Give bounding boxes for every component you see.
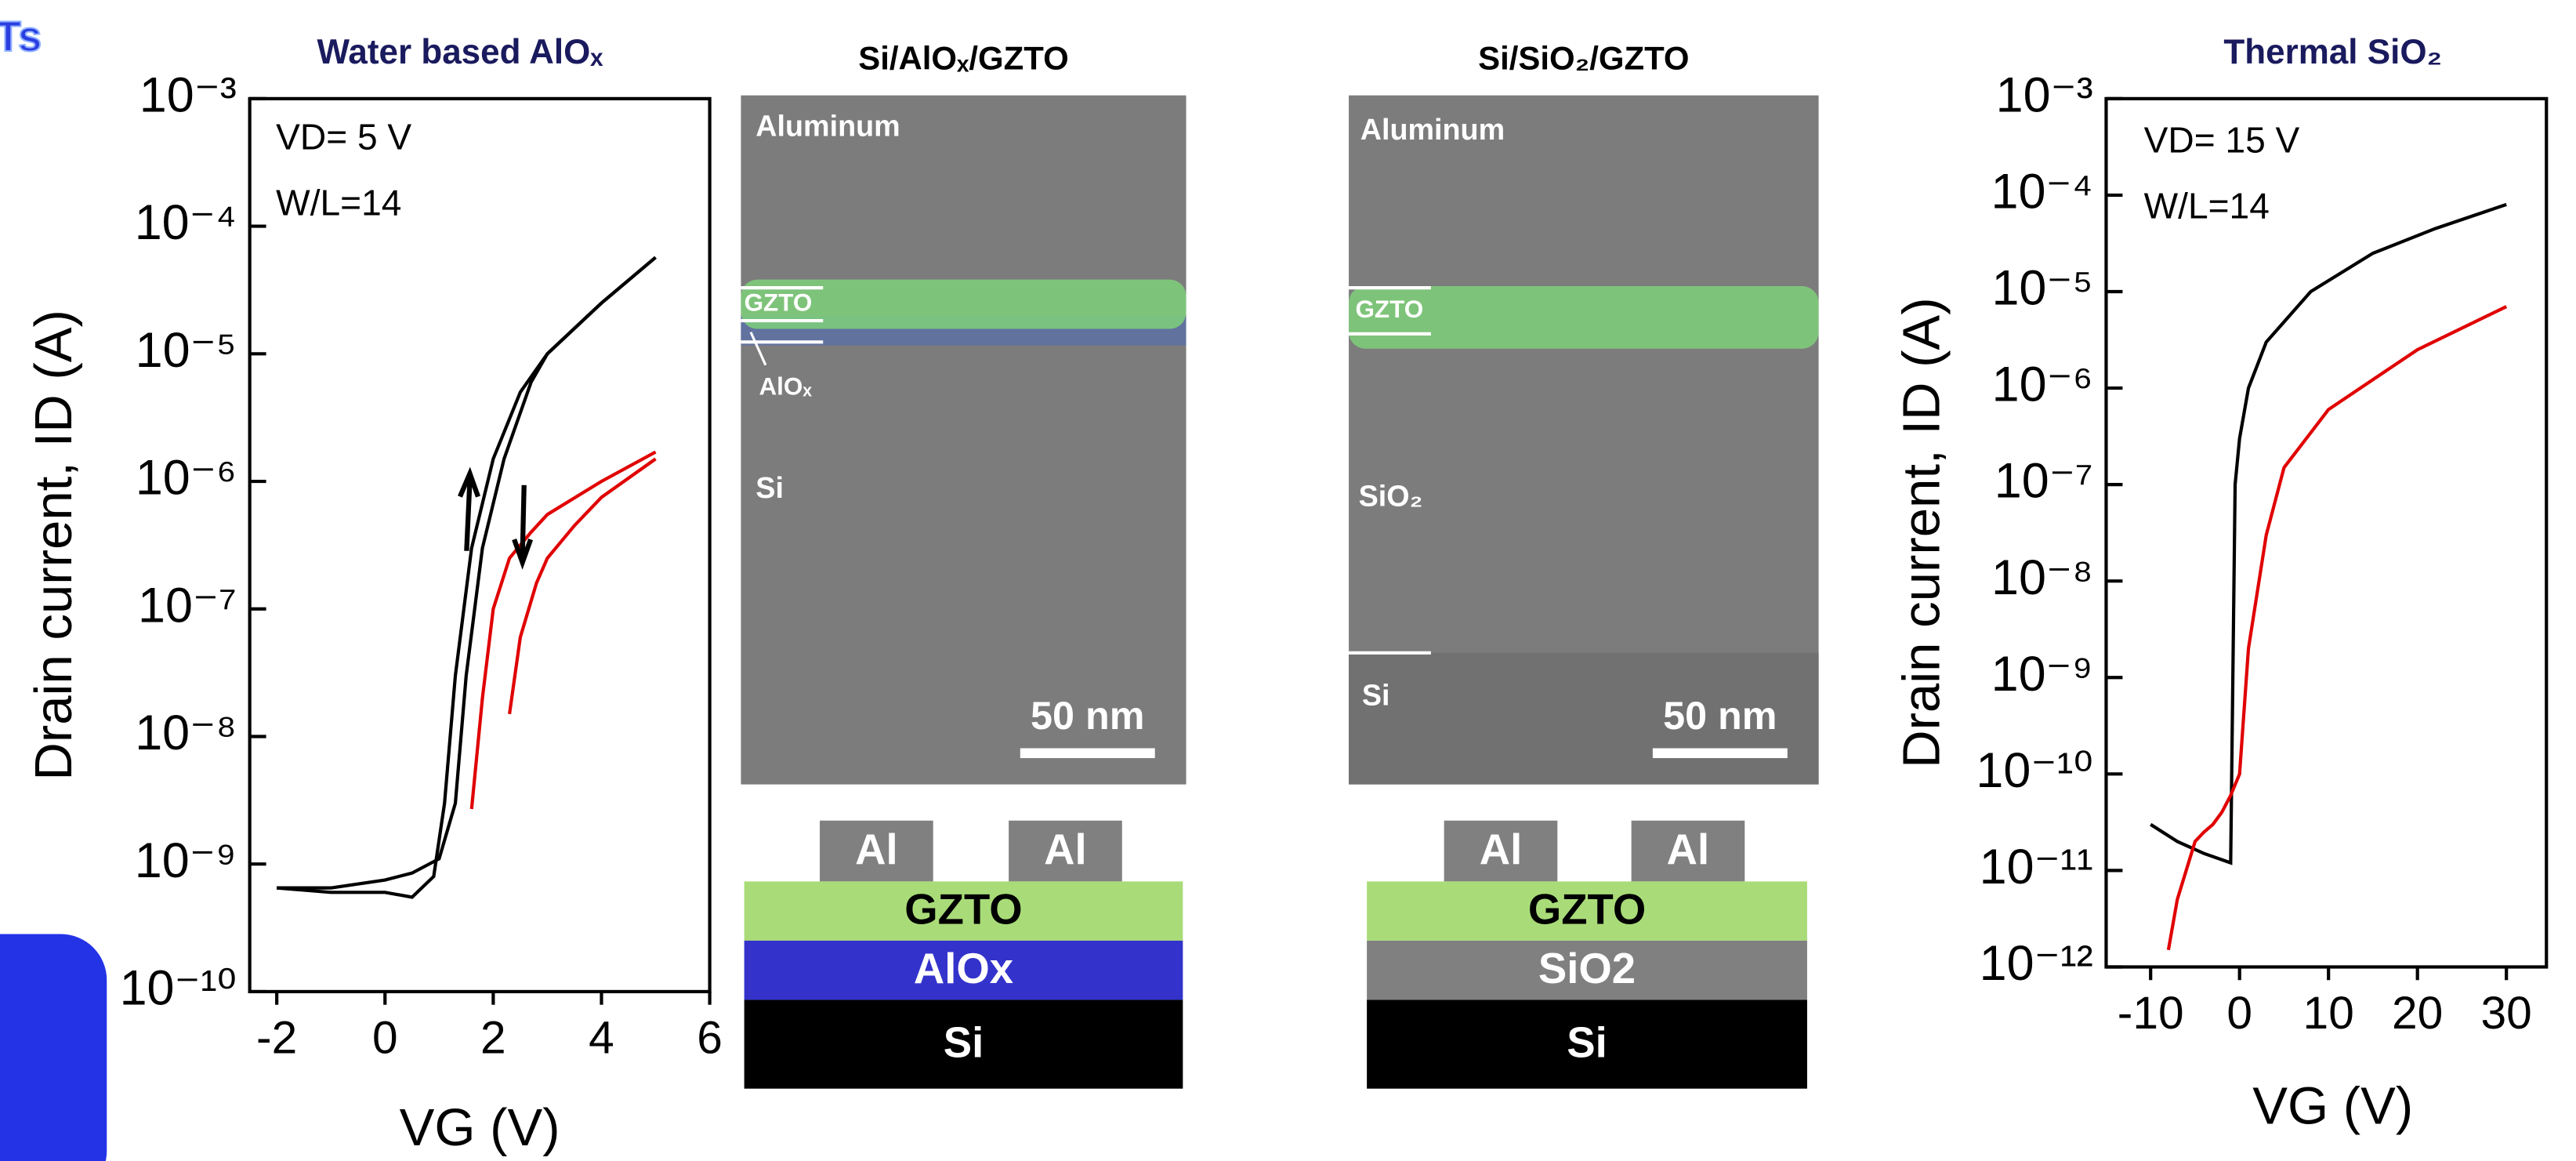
annotation: W/L=14 bbox=[276, 182, 401, 223]
y-tick-label: 10⁻⁶ bbox=[1992, 357, 2093, 412]
annotation: VD= 15 V bbox=[2144, 120, 2300, 161]
y-axis-label: Drain current, ID (A) bbox=[1893, 297, 1951, 767]
x-tick-label: 6 bbox=[697, 1012, 723, 1063]
x-tick-label: 0 bbox=[372, 1012, 398, 1063]
corner-text: Ts bbox=[0, 13, 42, 60]
tem-label: Aluminum bbox=[755, 110, 900, 143]
annotation: W/L=14 bbox=[2144, 186, 2270, 227]
corner-shape bbox=[0, 934, 107, 1161]
tem-label: Si bbox=[1362, 678, 1390, 711]
tem-label: AlOₓ bbox=[759, 372, 812, 400]
x-tick-label: -10 bbox=[2118, 988, 2184, 1039]
data-line bbox=[2150, 205, 2506, 863]
x-axis-label: VG (V) bbox=[400, 1098, 560, 1157]
y-tick-label: 10⁻⁷ bbox=[138, 578, 237, 633]
y-tick-label: 10⁻¹⁰ bbox=[1976, 743, 2092, 798]
tem-label: Aluminum bbox=[1360, 113, 1505, 146]
y-tick-label: 10⁻⁸ bbox=[1991, 550, 2093, 605]
slide: Ts Water based AlOₓ VG (V) Drain current, … bbox=[0, 0, 2576, 1161]
data-line bbox=[509, 459, 655, 713]
y-axis-label: Drain current, ID (A) bbox=[24, 310, 83, 780]
scale-bar bbox=[1020, 748, 1155, 758]
y-tick-label: 10⁻⁷ bbox=[1994, 454, 2093, 509]
x-tick-label: 4 bbox=[589, 1012, 614, 1063]
stack-label: Si bbox=[1567, 1019, 1607, 1067]
y-tick-label: 10⁻⁶ bbox=[136, 451, 237, 506]
x-tick-label: -2 bbox=[256, 1012, 297, 1063]
y-tick-label: 10⁻⁵ bbox=[1991, 261, 2092, 316]
stack-label: GZTO bbox=[1528, 886, 1646, 934]
tem-title: Si/SiO₂/GZTO bbox=[1478, 40, 1689, 77]
tem-label: Si bbox=[755, 471, 784, 504]
scale-label: 50 nm bbox=[1031, 693, 1144, 738]
y-tick-label: 10⁻¹⁰ bbox=[120, 961, 237, 1016]
plot-frame bbox=[250, 99, 710, 992]
y-tick-label: 10⁻¹² bbox=[1980, 936, 2093, 991]
chart-title: Water based AlOₓ bbox=[317, 33, 603, 71]
y-tick-label: 10⁻³ bbox=[1996, 67, 2093, 122]
x-tick-label: 10 bbox=[2303, 988, 2354, 1039]
page: Ts Water based AlOₓ VG (V) Drain current, … bbox=[0, 0, 2576, 1161]
tem-label: GZTO bbox=[745, 288, 813, 316]
x-tick-label: 2 bbox=[480, 1012, 506, 1063]
annotation: VD= 5 V bbox=[276, 116, 411, 157]
stack-label: Al bbox=[855, 825, 898, 873]
stack-label: Al bbox=[1044, 825, 1087, 873]
y-tick-label: 10⁻⁵ bbox=[136, 323, 237, 378]
stack-label: Al bbox=[1667, 825, 1710, 873]
tem-label: SiO₂ bbox=[1359, 480, 1423, 513]
scale-bar bbox=[1653, 748, 1788, 758]
stack-label: SiO2 bbox=[1538, 945, 1636, 992]
y-tick-label: 10⁻⁹ bbox=[135, 833, 237, 888]
y-tick-label: 10⁻⁴ bbox=[135, 195, 237, 250]
scale-label: 50 nm bbox=[1663, 693, 1777, 738]
y-tick-label: 10⁻⁹ bbox=[1991, 647, 2093, 702]
x-axis-label: VG (V) bbox=[2252, 1077, 2413, 1136]
y-tick-label: 10⁻⁴ bbox=[1991, 165, 2093, 220]
stack-label: Al bbox=[1480, 825, 1523, 873]
data-line bbox=[2168, 307, 2506, 950]
x-tick-label: 20 bbox=[2392, 988, 2443, 1039]
sweep-arrow bbox=[514, 485, 531, 563]
data-line bbox=[277, 257, 655, 887]
tem-label: GZTO bbox=[1355, 296, 1423, 323]
x-tick-label: 30 bbox=[2481, 988, 2532, 1039]
y-tick-label: 10⁻¹¹ bbox=[1980, 840, 2093, 894]
tem-image bbox=[741, 96, 1186, 785]
x-tick-label: 0 bbox=[2226, 988, 2252, 1039]
data-line bbox=[277, 257, 655, 897]
stack-label: Si bbox=[944, 1019, 984, 1067]
y-tick-label: 10⁻⁸ bbox=[135, 706, 237, 760]
chart-title: Thermal SiO₂ bbox=[2223, 33, 2442, 71]
stack-label: AlOx bbox=[914, 945, 1013, 992]
y-tick-label: 10⁻³ bbox=[139, 67, 237, 122]
data-line bbox=[472, 452, 656, 809]
stack-label: GZTO bbox=[904, 886, 1022, 934]
tem-title: Si/AlOₓ/GZTO bbox=[858, 40, 1068, 77]
